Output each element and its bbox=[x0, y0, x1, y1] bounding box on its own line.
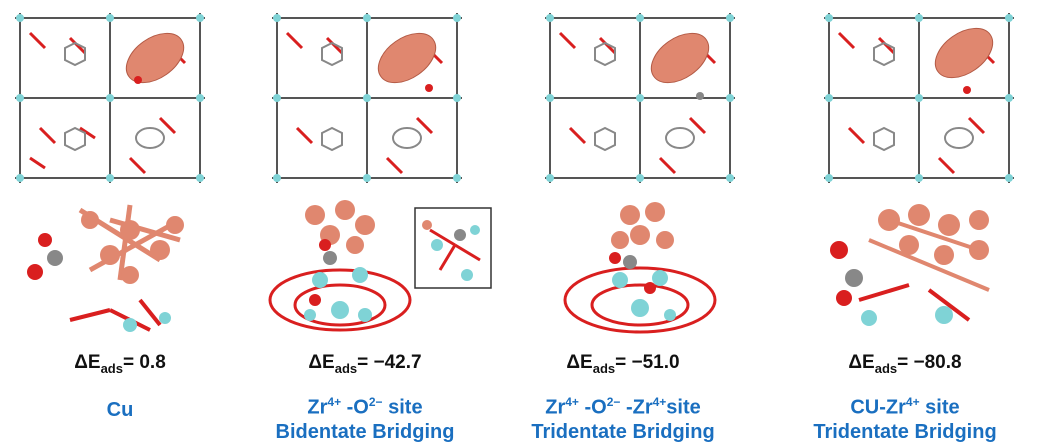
energy-value: = −42.7 bbox=[357, 352, 422, 373]
adsorption-closeup-cu bbox=[10, 200, 210, 340]
site-text: site bbox=[382, 396, 423, 419]
panel-zr-o-bidentate: ΔEads= −42.7 Zr4+ -O2− site Bidentate Br… bbox=[245, 0, 492, 443]
site-label-line2: Tridentate Bridging bbox=[531, 420, 715, 443]
adsorption-closeup-cu-zr bbox=[819, 200, 1019, 340]
site-charge: 4+ bbox=[327, 395, 342, 409]
adsorption-energy: ΔEads= −42.7 bbox=[245, 352, 485, 376]
adsorption-structure-image bbox=[830, 204, 990, 326]
energy-symbol: ΔE bbox=[848, 352, 875, 373]
adsorption-energy: ΔEads= 0.8 bbox=[0, 352, 240, 376]
energy-symbol: ΔE bbox=[74, 352, 101, 373]
site-charge: 2− bbox=[368, 395, 383, 409]
adsorption-energy: ΔEads= −51.0 bbox=[503, 352, 743, 376]
mof-structure-image bbox=[272, 13, 462, 183]
site-label-line1: Cu bbox=[106, 399, 134, 421]
adsorption-closeup-zr-o bbox=[255, 200, 492, 340]
site-text: Zr bbox=[545, 396, 566, 419]
site-label: Zr4+ -O2− site Bidentate Bridging bbox=[245, 390, 485, 444]
panel-cu-zr-tridentate: ΔEads= −80.8 CU-Zr4+ site Tridentate Bri… bbox=[785, 0, 1025, 443]
site-text: site bbox=[666, 396, 701, 419]
site-label-line2: Bidentate Bridging bbox=[275, 420, 455, 443]
mof-structure-image bbox=[545, 13, 735, 183]
panel-cu: ΔEads= 0.8 Cu bbox=[0, 0, 240, 438]
site-label: CU-Zr4+ site Tridentate Bridging bbox=[785, 390, 1025, 444]
adsorption-structure-image bbox=[563, 202, 717, 334]
site-text: CU-Zr bbox=[850, 396, 906, 419]
energy-subscript: ads bbox=[874, 360, 898, 376]
site-text: -O bbox=[578, 396, 607, 419]
site-label-line1: Zr4+ -O2− site bbox=[245, 390, 485, 420]
site-text: Zr bbox=[307, 396, 328, 419]
energy-value: = 0.8 bbox=[122, 352, 166, 373]
energy-subscript: ads bbox=[100, 360, 123, 376]
site-charge: 4+ bbox=[652, 395, 667, 409]
site-charge: 4+ bbox=[905, 395, 920, 409]
site-text: -Zr bbox=[620, 396, 653, 419]
adsorption-structure-image bbox=[268, 200, 492, 332]
site-charge: 4+ bbox=[565, 395, 579, 409]
site-text: site bbox=[919, 396, 960, 419]
site-label-line2: Tridentate Bridging bbox=[813, 420, 997, 443]
energy-subscript: ads bbox=[334, 360, 358, 376]
adsorption-structure-image bbox=[27, 204, 184, 332]
site-charge: 2− bbox=[606, 395, 621, 409]
site-text: -O bbox=[341, 396, 369, 419]
adsorption-closeup-zr-o-zr bbox=[540, 200, 740, 340]
energy-value: = −80.8 bbox=[897, 352, 962, 373]
energy-symbol: ΔE bbox=[566, 352, 593, 373]
mof-top-view-cu bbox=[10, 8, 210, 188]
adsorption-energy: ΔEads= −80.8 bbox=[785, 352, 1025, 376]
mof-top-view-cu-zr bbox=[819, 8, 1019, 188]
mof-structure-image bbox=[15, 13, 205, 183]
mof-structure-image bbox=[824, 13, 1014, 183]
mof-top-view-zr-o-zr bbox=[540, 8, 740, 188]
panel-zr-o-zr-tridentate: ΔEads= −51.0 Zr4+ -O2− -Zr4+site Trident… bbox=[503, 0, 743, 443]
site-label: Cu bbox=[0, 398, 240, 422]
mof-top-view-zr-o bbox=[267, 8, 467, 188]
site-label-line1: Zr4+ -O2− -Zr4+site bbox=[503, 390, 743, 420]
site-label: Zr4+ -O2− -Zr4+site Tridentate Bridging bbox=[503, 390, 743, 444]
site-label-line1: CU-Zr4+ site bbox=[785, 390, 1025, 420]
energy-value: = −51.0 bbox=[615, 352, 680, 373]
energy-subscript: ads bbox=[592, 360, 616, 376]
energy-symbol: ΔE bbox=[308, 352, 335, 373]
